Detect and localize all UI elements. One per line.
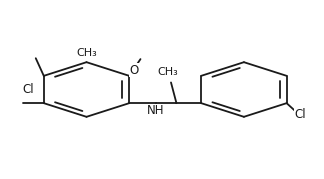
Text: Cl: Cl [22, 83, 33, 96]
Text: CH₃: CH₃ [76, 48, 97, 58]
Text: CH₃: CH₃ [157, 67, 178, 77]
Text: Cl: Cl [294, 108, 306, 121]
Text: O: O [129, 64, 138, 77]
Text: NH: NH [147, 105, 164, 117]
